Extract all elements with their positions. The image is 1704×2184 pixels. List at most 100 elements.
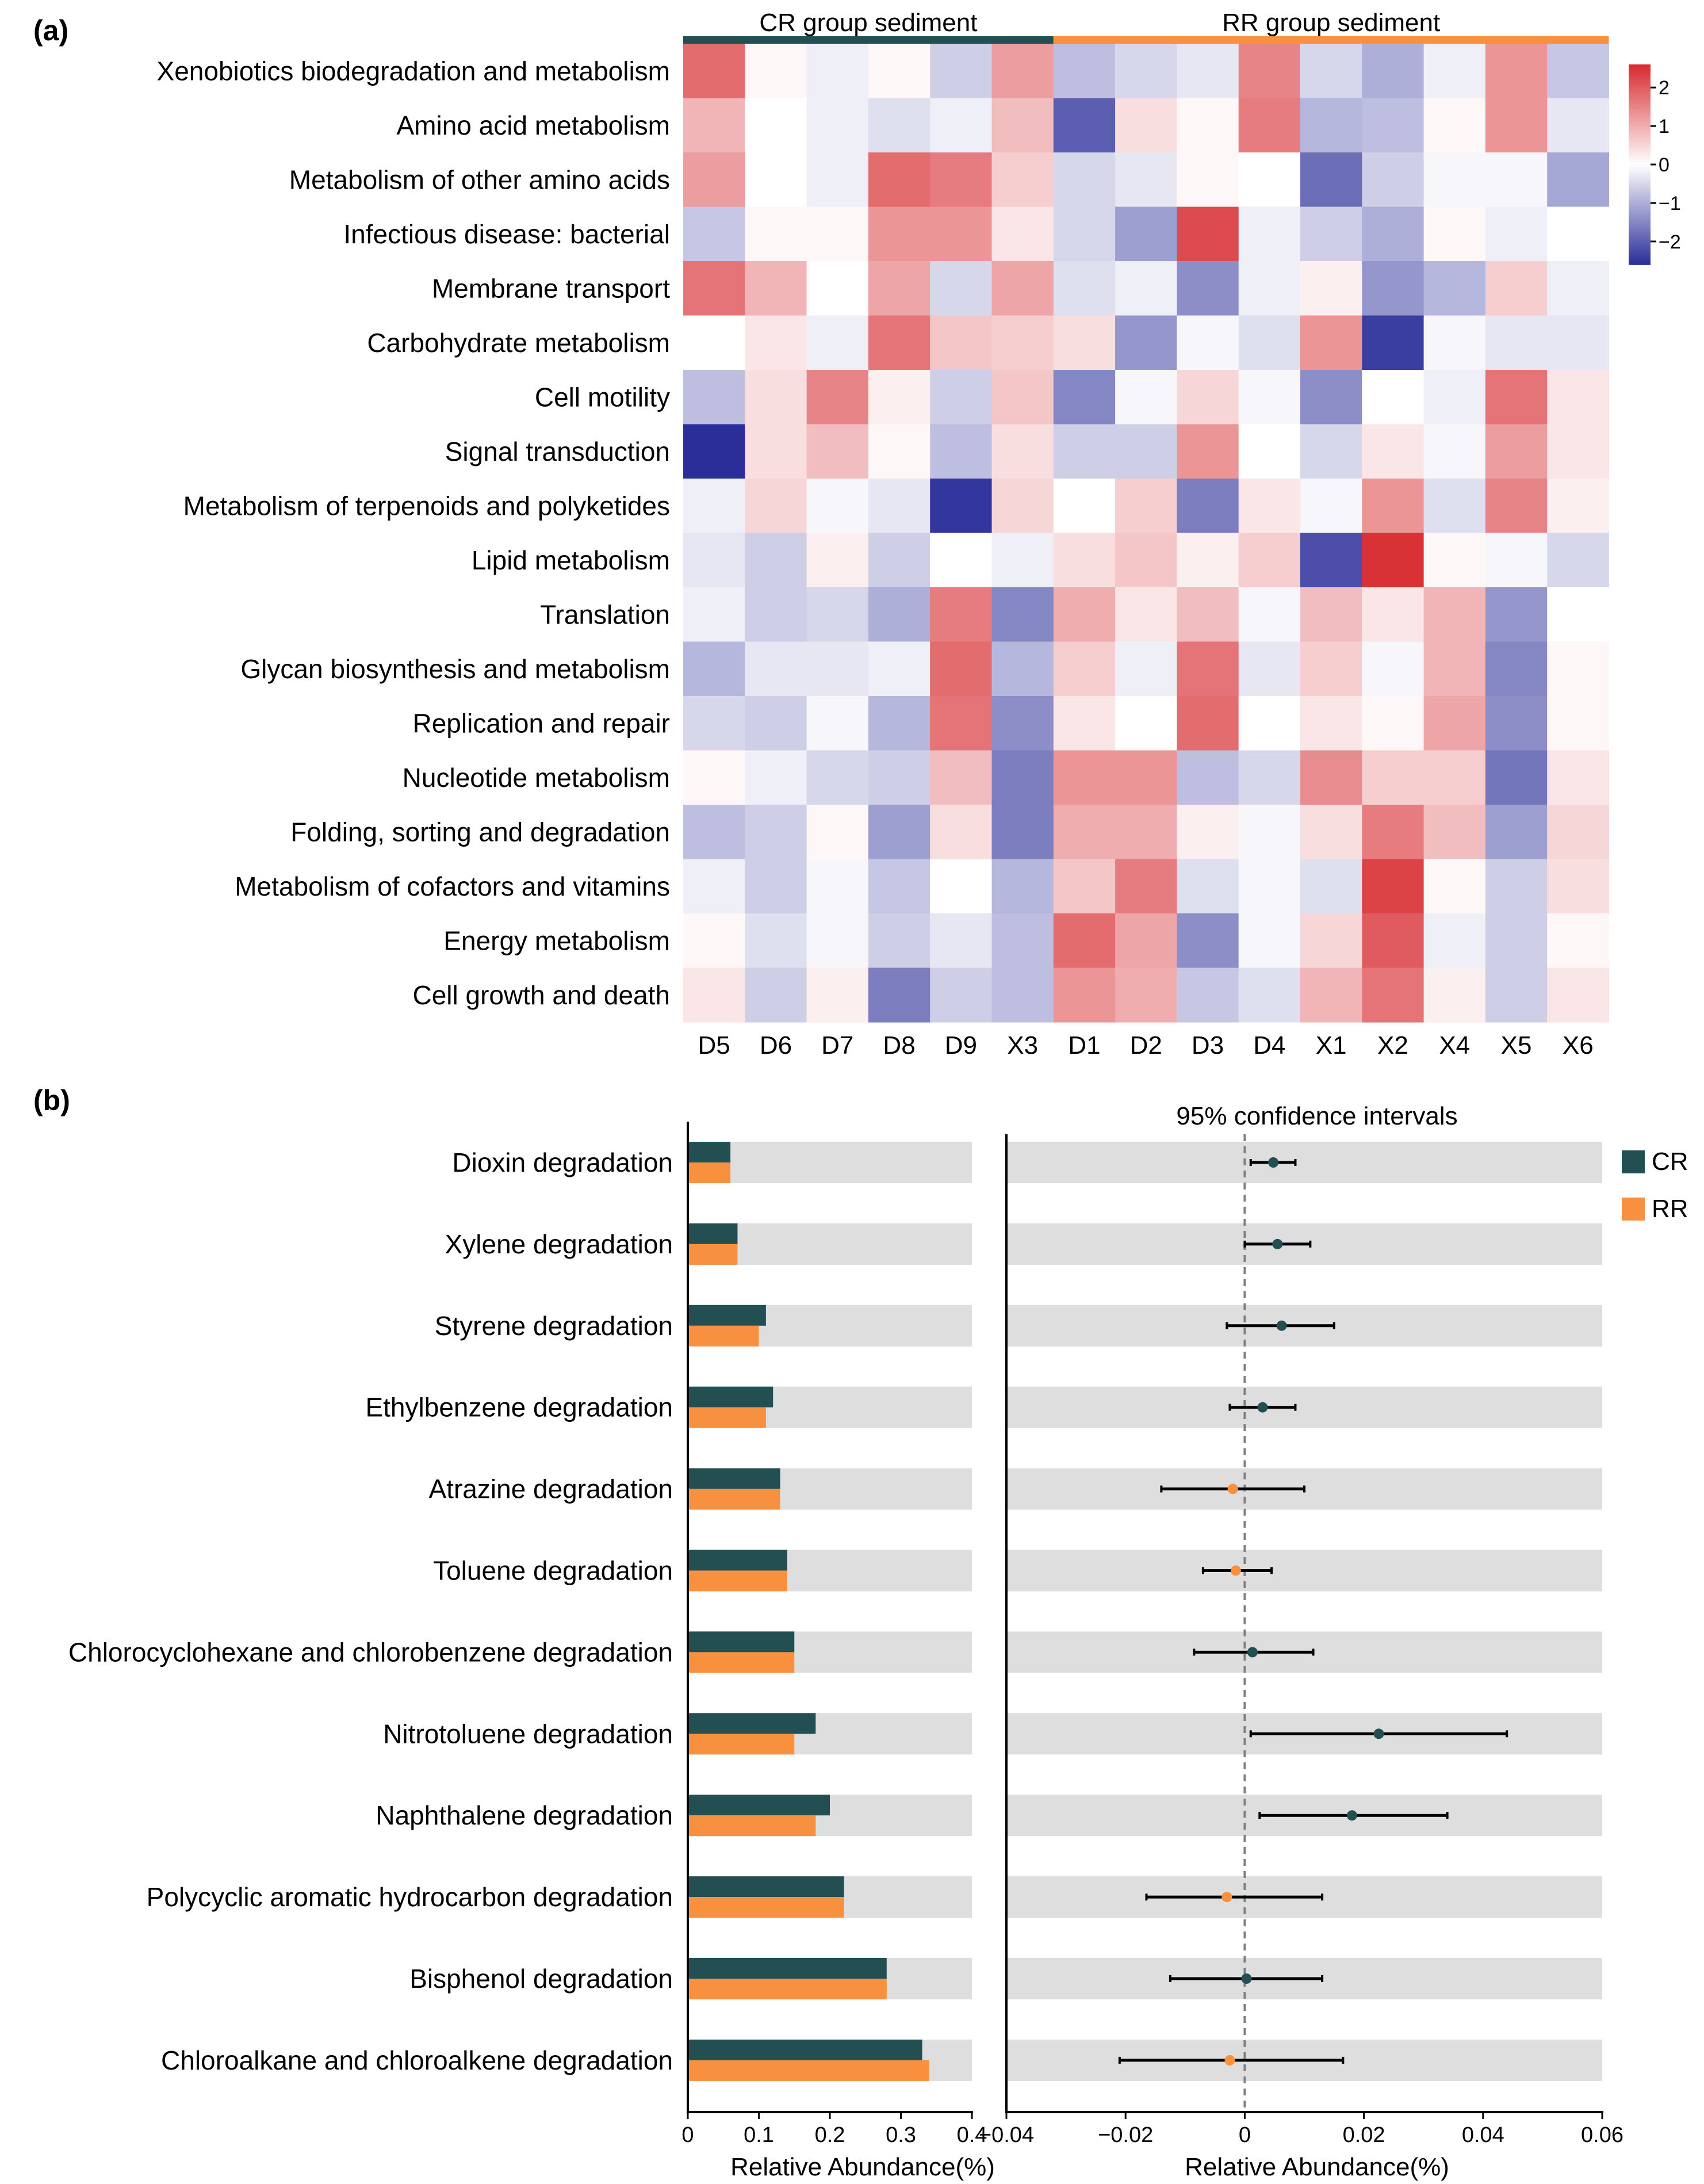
heatmap-cell [1115,479,1177,534]
heatmap-cell [1177,533,1239,588]
heatmap-cell [1238,805,1301,860]
heatmap-cell [683,206,745,262]
heatmap-cell [1238,424,1301,479]
colorbar-segment [1629,159,1651,163]
heatmap-cell [1300,967,1362,1023]
heatmap-cell [1053,533,1116,588]
heatmap-cell [1362,44,1425,99]
heatmap-cell [991,315,1054,370]
heatmap-cell [1238,913,1301,969]
heatmap-cell [1362,424,1425,479]
heatmap-cell [1423,370,1486,425]
heatmap-cell [868,533,931,588]
heatmap-cell [930,261,993,316]
colorbar-segment [1629,152,1651,155]
heatmap-cell [1485,696,1548,751]
heatmap-cell [1547,805,1610,860]
bar-cr [688,2039,922,2060]
heatmap-cell [1053,315,1116,370]
bar-category-label: Dioxin degradation [452,1148,673,1177]
ci-x-tick-label: −0.02 [1098,2123,1153,2147]
heatmap-cell [683,913,745,969]
heatmap-cell [1362,370,1425,425]
colorbar-segment [1629,141,1651,145]
heatmap-row-label: Membrane transport [432,273,670,303]
heatmap-cell [683,641,745,697]
heatmap-cell [1547,641,1610,697]
heatmap-cell [1300,44,1362,99]
heatmap-cell [1238,641,1301,697]
bar-cr [688,1305,766,1326]
heatmap-cell [1238,261,1301,316]
bar-cr [688,1876,844,1898]
colorbar-segment [1629,206,1651,211]
heatmap-cell [806,641,869,697]
heatmap-cell [1547,152,1610,208]
heatmap-cell [1547,370,1610,425]
bar-cr [688,1386,773,1407]
colorbar-segment [1629,177,1651,180]
heatmap-cell [1547,859,1610,914]
heatmap-cell [1423,750,1486,805]
bar-cr [688,1550,787,1571]
heatmap-cell [930,479,993,534]
colorbar-segment [1629,67,1651,70]
heatmap-column-label: X1 [1316,1031,1347,1060]
heatmap-cell [930,206,993,262]
heatmap-cell [1423,261,1486,316]
heatmap-cell [991,805,1054,860]
colorbar-segment [1629,230,1651,233]
ci-point [1373,1728,1384,1739]
heatmap-cell [806,913,869,969]
colorbar-segment [1629,187,1651,190]
heatmap-cell [1547,261,1610,316]
heatmap-column-label: D2 [1130,1031,1162,1060]
colorbar-segment [1629,254,1651,258]
heatmap-cell [1485,533,1548,588]
ci-x-tick-label: 0.02 [1343,2123,1385,2147]
colorbar-segment [1629,147,1651,150]
ci-x-tick-label: −0.04 [979,2123,1034,2147]
bar-rr [688,1407,766,1428]
heatmap-cell [1423,152,1486,208]
heatmap-cell [1177,424,1239,479]
heatmap-cell [1115,859,1177,914]
colorbar-segment [1629,219,1651,223]
heatmap-cell [930,913,993,969]
heatmap-cell [1053,750,1116,805]
heatmap-cell [1423,44,1486,99]
heatmap-cell [745,479,807,534]
bar-cr [688,1795,830,1816]
heatmap-cell [1053,696,1116,751]
heatmap-cell [745,859,807,914]
colorbar-segment [1629,99,1651,103]
heatmap-cell [1300,805,1362,860]
heatmap-row-label: Carbohydrate metabolism [367,328,670,358]
heatmap-cell [868,44,931,99]
heatmap-cell [991,641,1054,697]
heatmap-cell [868,315,931,370]
heatmap-cell [1053,424,1116,479]
heatmap-cell [1423,696,1486,751]
heatmap-cell [1238,696,1301,751]
bar-cr [688,1713,816,1734]
heatmap-cell [683,587,745,642]
colorbar-segment [1629,167,1651,170]
heatmap-row-label: Metabolism of terpenoids and polyketides [183,491,670,521]
colorbar-segment [1629,106,1651,110]
heatmap-cell [991,913,1054,969]
colorbar-tick-label: 1 [1659,116,1669,137]
heatmap-cell [1177,587,1239,642]
heatmap-cell [1053,805,1116,860]
heatmap-cell [868,641,931,697]
heatmap-cell [1485,967,1548,1023]
heatmap-cell [1177,641,1239,697]
heatmap-cell [806,152,869,208]
colorbar-segment [1629,215,1651,218]
heatmap-row-label: Cell motility [535,382,670,412]
heatmap-cell [1238,587,1301,642]
colorbar-segment [1629,102,1651,105]
heatmap-cell [868,859,931,914]
colorbar-segment [1629,242,1651,245]
